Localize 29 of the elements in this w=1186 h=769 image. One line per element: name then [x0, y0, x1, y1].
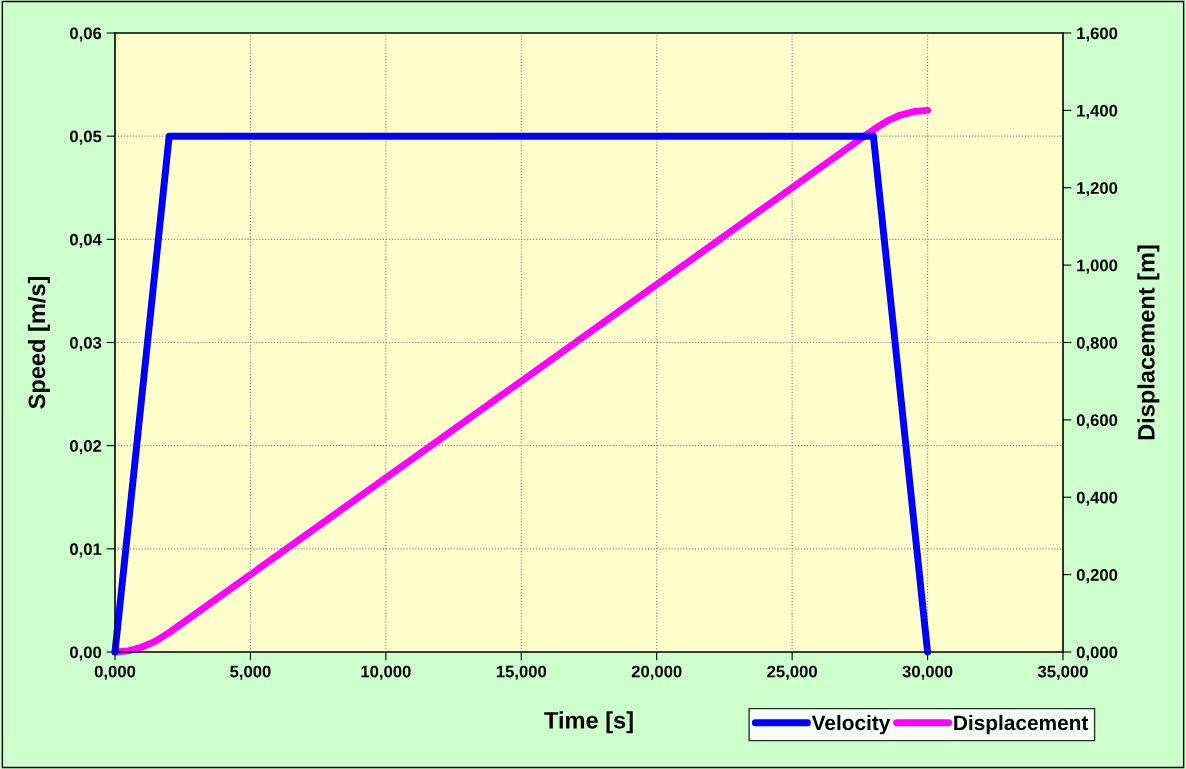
x-tick-label: 0,000: [94, 665, 136, 680]
y2-axis-title: Displacement [m]: [1137, 245, 1160, 440]
y2-tick-label: 1,200: [1077, 182, 1118, 197]
x-tick-label: 25,000: [767, 665, 817, 680]
x-tick-label: 20,000: [631, 665, 682, 680]
x-tick-label: 30,000: [902, 665, 953, 680]
y-tick-label: 0,04: [70, 233, 102, 248]
legend-label: Displacement: [954, 714, 1089, 735]
y-tick-label: 0,00: [70, 646, 102, 661]
y-tick-label: 0,03: [70, 336, 102, 352]
y2-tick-label: 0,600: [1076, 414, 1118, 429]
y-tick-label: 0,06: [70, 27, 102, 42]
y2-tick-label: 1,600: [1077, 27, 1118, 42]
y-tick-label: 0,05: [70, 130, 102, 145]
y2-tick-label: 0,800: [1076, 336, 1118, 352]
y2-tick-label: 1,000: [1077, 259, 1118, 274]
legend-label: Velocity: [811, 714, 891, 735]
x-axis-title: Time [s]: [544, 711, 633, 734]
y-tick-label: 0,01: [70, 543, 102, 558]
y-tick-label: 0,02: [70, 440, 102, 455]
x-tick-label: 15,000: [496, 665, 547, 680]
y2-tick-label: 0,400: [1076, 491, 1118, 506]
y2-tick-label: 0,200: [1076, 569, 1118, 584]
y2-tick-label: 1,400: [1077, 104, 1118, 119]
y-axis-title: Speed [m/s]: [27, 276, 50, 409]
y2-tick-label: 0,000: [1076, 646, 1118, 661]
x-tick-label: 35,000: [1037, 665, 1088, 680]
x-tick-label: 10,000: [361, 665, 411, 680]
x-tick-label: 5,000: [230, 665, 271, 680]
